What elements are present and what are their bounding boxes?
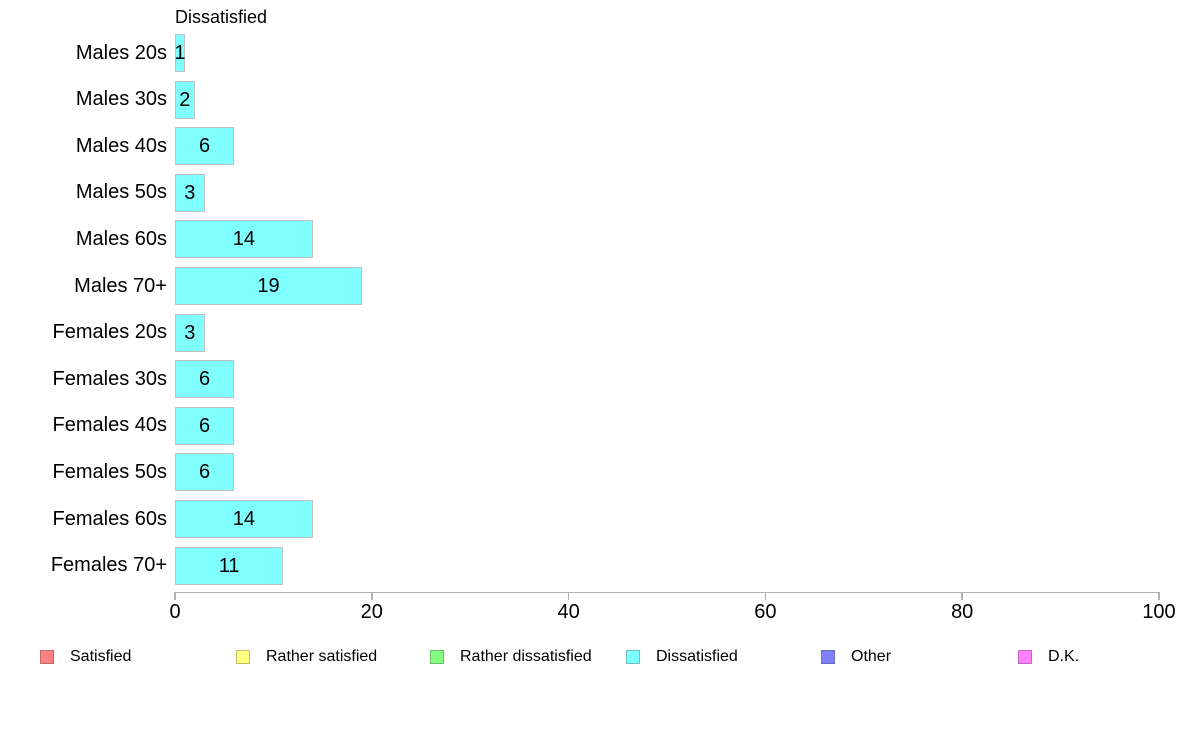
bar-value-label: 19	[257, 275, 280, 297]
bar-value-label: 6	[198, 368, 211, 391]
legend-label: D.K.	[1048, 648, 1080, 665]
bar: 19	[175, 267, 362, 305]
legend-item: Rather dissatisfied	[430, 648, 592, 666]
category-label: Males 60s	[75, 227, 167, 250]
bar: 6	[175, 453, 235, 492]
chart-title: Dissatisfied	[175, 7, 268, 27]
category-label: Females 20s	[52, 321, 168, 344]
x-axis-tick	[764, 592, 767, 600]
legend-item: Dissatisfied	[626, 648, 738, 666]
bar: 3	[175, 313, 205, 352]
legend-swatch	[40, 650, 54, 664]
x-axis-tick-label: 60	[754, 601, 777, 623]
category-label: Males 20s	[75, 41, 167, 64]
bar: 1	[174, 34, 186, 72]
category-label: Females 40s	[52, 414, 168, 437]
bar-value-label: 14	[232, 228, 255, 251]
x-axis-tick	[174, 592, 176, 600]
legend-swatch	[626, 650, 640, 664]
category-label: Females 60s	[52, 507, 168, 530]
x-axis-tick	[567, 592, 570, 600]
x-axis-tick-label: 20	[360, 601, 383, 623]
bar-value-label: 11	[218, 554, 240, 577]
bar: 14	[175, 500, 313, 538]
category-label: Females 30s	[52, 367, 168, 390]
x-axis-tick-label: 0	[169, 601, 181, 623]
bar: 14	[175, 220, 313, 259]
bar-value-label: 6	[198, 461, 211, 484]
bar: 2	[175, 80, 195, 119]
category-label: Males 70+	[74, 274, 167, 297]
bar-value-label: 3	[184, 181, 196, 204]
legend-swatch	[430, 650, 444, 664]
x-axis-tick-label: 40	[557, 601, 580, 623]
bar: 3	[175, 173, 205, 212]
legend-item: D.K.	[1018, 648, 1079, 666]
bar: 11	[175, 546, 284, 585]
x-axis-tick-label: 100	[1142, 601, 1176, 623]
legend-label: Rather satisfied	[266, 648, 378, 665]
legend-label: Other	[851, 648, 892, 665]
bar: 6	[175, 127, 235, 166]
bar: 6	[175, 360, 235, 399]
legend-label: Satisfied	[70, 648, 132, 665]
category-label: Females 70+	[50, 554, 167, 577]
bar: 6	[175, 406, 235, 445]
bar-value-label: 6	[198, 135, 211, 158]
legend-label: Dissatisfied	[656, 648, 738, 665]
bar-value-label: 6	[198, 414, 211, 437]
legend-item: Rather satisfied	[236, 648, 377, 666]
category-label: Females 50s	[52, 460, 168, 483]
x-axis-tick	[371, 592, 373, 600]
category-label: Males 30s	[75, 88, 167, 111]
bar-value-label: 14	[232, 508, 255, 530]
legend-swatch	[236, 650, 250, 664]
x-axis-tick	[1158, 592, 1160, 600]
legend-swatch	[1018, 650, 1032, 664]
x-axis-line	[175, 592, 1160, 593]
legend-item: Other	[821, 648, 891, 666]
legend-item: Satisfied	[40, 648, 131, 666]
category-label: Males 40s	[75, 134, 167, 157]
bar-value-label: 3	[184, 321, 196, 344]
bar-value-label: 1	[174, 42, 186, 64]
x-axis-tick-label: 80	[951, 601, 974, 623]
category-label: Males 50s	[75, 181, 167, 204]
x-axis-tick	[961, 592, 963, 600]
bar-value-label: 2	[179, 88, 191, 111]
legend-label: Rather dissatisfied	[460, 648, 592, 665]
legend-swatch	[821, 650, 835, 664]
